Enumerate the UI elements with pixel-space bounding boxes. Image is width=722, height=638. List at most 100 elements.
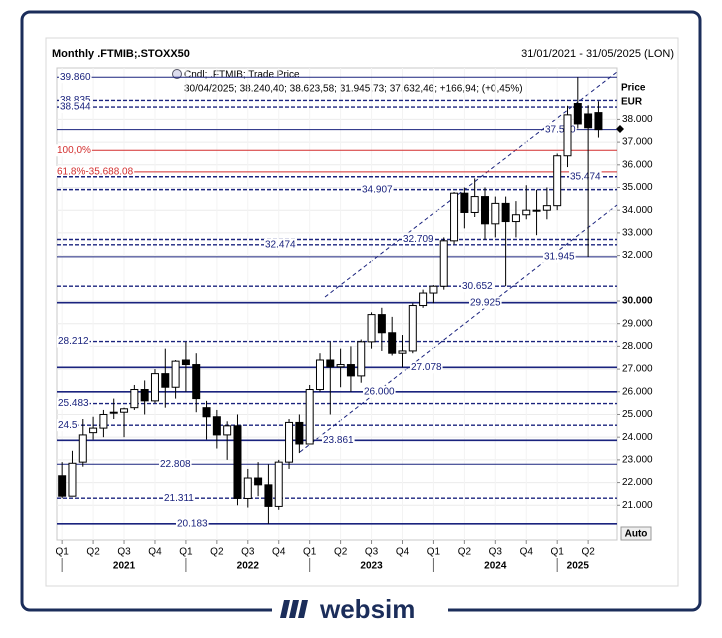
candle-body <box>181 359 190 366</box>
legend-values: 30/04/2025; 38.240,40; 38.623,58; 31.945… <box>184 84 523 95</box>
x-tick-label: Q3 <box>365 547 379 558</box>
candle-body <box>346 364 355 377</box>
candle-body <box>274 461 283 507</box>
level-label-bg <box>57 335 90 348</box>
level-label: 34.907 <box>362 184 393 195</box>
level-label-bg <box>57 397 90 410</box>
level-label-bg <box>569 170 602 183</box>
x-tick-label: Q4 <box>396 547 410 558</box>
y-tick-label: 38.000 <box>622 114 653 125</box>
level-label-bg <box>363 385 396 398</box>
level-label-bg <box>544 123 577 136</box>
candle-body <box>140 389 149 402</box>
candle-body <box>336 364 345 368</box>
level-label: 22.808 <box>160 459 191 470</box>
level-label: 37.550 <box>545 124 576 135</box>
candle-body <box>68 462 77 497</box>
level-label: 38.544 <box>60 102 91 113</box>
x-tick-label: Q1 <box>179 547 193 558</box>
level-label: 26.000 <box>364 386 395 397</box>
y-axis-unit: EUR <box>621 97 643 108</box>
y-tick-label: 21.000 <box>622 500 653 511</box>
level-label-bg <box>264 238 297 251</box>
candle-body <box>563 114 572 157</box>
level-label: 100,0% <box>57 145 91 156</box>
candle-body <box>532 209 541 212</box>
candle-body <box>542 205 551 211</box>
level-label-bg <box>163 492 195 505</box>
candle-body <box>305 389 314 445</box>
candle-body <box>419 292 428 307</box>
x-tick-label: Q1 <box>303 547 317 558</box>
candle-body <box>470 196 479 213</box>
legend-icon <box>172 69 182 79</box>
y-tick-label: 33.000 <box>622 228 653 239</box>
candle-body <box>377 314 386 334</box>
y-tick-label: 26.000 <box>622 386 653 397</box>
candle-body <box>398 350 407 354</box>
candle-body <box>171 360 180 388</box>
candle-body <box>491 202 500 225</box>
level-label-bg <box>59 71 92 84</box>
level-label: 23.861 <box>323 435 354 446</box>
candle-body <box>584 113 593 129</box>
candle-body <box>501 202 510 223</box>
level-label-bg <box>176 517 209 530</box>
brand: websim <box>319 594 415 624</box>
level-label-bg <box>59 101 92 114</box>
level-label: 31.945 <box>544 251 575 262</box>
level-label-bg <box>57 419 79 432</box>
candle-body <box>522 209 531 216</box>
candle-body <box>315 359 324 391</box>
level-label: 38.835 <box>60 95 91 106</box>
candle-body <box>295 421 304 445</box>
year-label: 2021 <box>113 561 136 572</box>
x-tick-label: Q4 <box>272 547 286 558</box>
year-label: 2022 <box>237 561 260 572</box>
candle-body <box>450 192 459 242</box>
y-tick-label: 27.000 <box>622 364 653 375</box>
level-label-bg <box>56 165 135 178</box>
auto-button[interactable] <box>620 526 652 541</box>
level-label: 21.311 <box>164 493 194 504</box>
candle-body <box>594 112 603 131</box>
price-marker <box>616 125 624 133</box>
candle-body <box>511 214 520 223</box>
x-tick-label: Q1 <box>55 547 69 558</box>
year-label: 2025 <box>567 561 590 572</box>
candle-body <box>460 192 469 213</box>
level-label-bg <box>402 233 435 246</box>
y-tick-label: 25.000 <box>622 409 653 420</box>
candle-body <box>243 477 252 499</box>
candle-body <box>326 359 335 368</box>
x-tick-label: Q4 <box>148 547 162 558</box>
y-tick-label: 24.000 <box>622 432 653 443</box>
x-tick-label: Q1 <box>551 547 565 558</box>
candle-body <box>388 332 397 354</box>
candle-body <box>58 475 67 497</box>
level-label-bg <box>410 361 443 374</box>
level-label-bg <box>56 144 92 157</box>
y-tick-label: 34.000 <box>622 205 653 216</box>
candle-body <box>233 425 242 499</box>
candle-body <box>120 408 129 413</box>
logo-icon <box>280 600 308 618</box>
year-label: 2023 <box>360 561 383 572</box>
y-tick-label: 30.000 <box>622 296 653 307</box>
y-tick-label: 37.000 <box>622 137 653 148</box>
level-label-bg <box>543 250 576 263</box>
x-tick-label: Q2 <box>210 547 224 558</box>
x-tick-label: Q2 <box>581 547 595 558</box>
level-label: 27.078 <box>411 362 442 373</box>
level-label-bg <box>461 280 494 293</box>
candle-body <box>130 389 139 409</box>
x-tick-label: Q4 <box>520 547 534 558</box>
x-tick-label: Q3 <box>241 547 255 558</box>
candle-body <box>439 240 448 287</box>
channel-upper <box>324 71 618 298</box>
chart-panel <box>45 37 679 587</box>
level-label: 20.183 <box>177 518 208 529</box>
auto-button-label[interactable]: Auto <box>625 529 648 540</box>
